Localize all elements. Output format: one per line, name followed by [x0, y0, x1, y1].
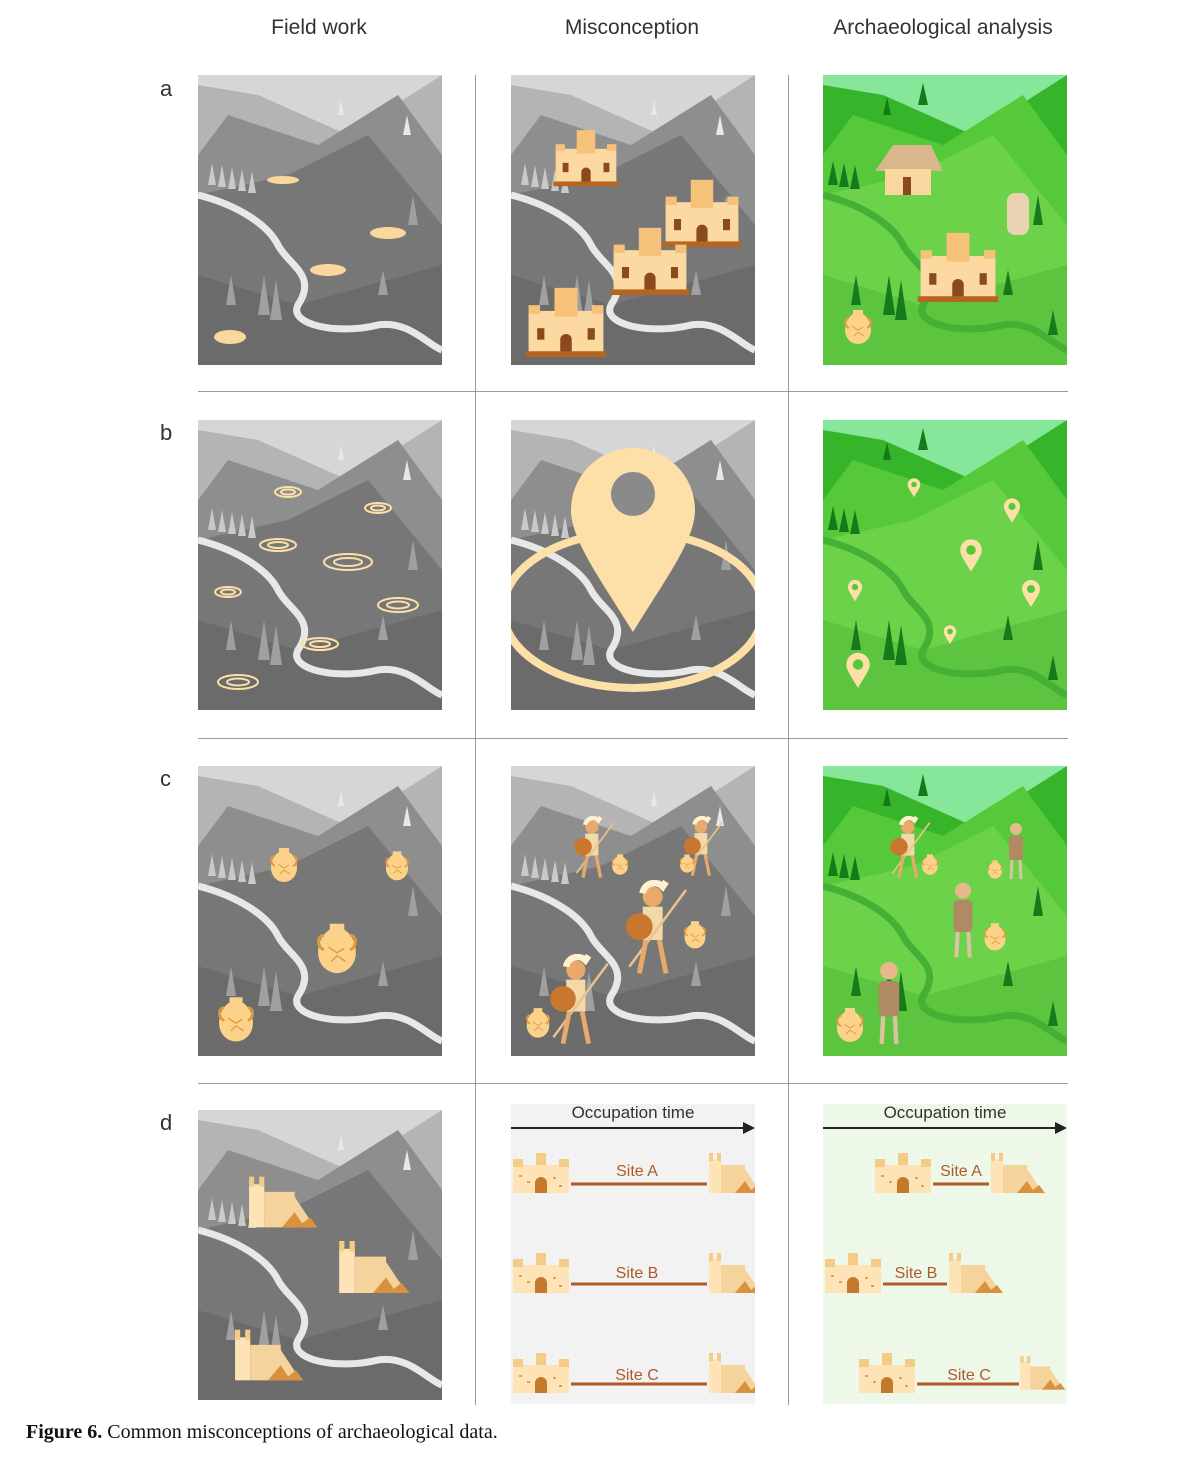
row-label-a: a	[160, 76, 173, 101]
ruin-icon	[709, 1153, 755, 1193]
arrowhead-icon	[1055, 1122, 1067, 1134]
arrowhead-icon	[743, 1122, 755, 1134]
panel-c-archaeological-analysis	[823, 766, 1067, 1056]
panel-a-archaeological-analysis	[823, 75, 1067, 365]
fort-icon	[513, 1153, 569, 1193]
panel-d-archaeological-analysis: Site A Site B Site C	[823, 1104, 1067, 1404]
column-header-field-work: Field work	[271, 16, 367, 39]
ruin-icon	[709, 1253, 755, 1293]
fort-icon	[875, 1153, 931, 1193]
column-header-misconception: Misconception	[564, 16, 700, 39]
stele-icon	[1007, 193, 1029, 235]
fort-icon	[825, 1253, 881, 1293]
site-a-label: Site A	[616, 1163, 658, 1180]
site-b-label: Site B	[616, 1265, 659, 1282]
ruin-icon	[709, 1353, 755, 1393]
ruin-icon	[991, 1153, 1045, 1193]
site-c-label: Site C	[615, 1367, 659, 1384]
row-divider	[198, 391, 1068, 392]
survey-ring-markers	[214, 486, 419, 690]
figure-caption-label: Figure 6.	[26, 1421, 103, 1443]
column-divider	[788, 75, 789, 1405]
fort-icon	[513, 1253, 569, 1293]
panel-c-field-work	[198, 766, 442, 1056]
ruin-icon	[1020, 1356, 1066, 1390]
panel-a-misconception	[511, 75, 755, 365]
panel-b-misconception	[511, 420, 755, 710]
figure-caption-text: Common misconceptions of archaeological …	[102, 1421, 498, 1443]
site-a-label: Site A	[940, 1163, 982, 1180]
panel-a-field-work	[198, 75, 442, 365]
panel-b-archaeological-analysis	[823, 420, 1067, 710]
site-b-label: Site B	[895, 1265, 938, 1282]
panel-d-misconception: Site A Site B Site C	[511, 1104, 755, 1404]
column-header-archaeological-analysis: Archaeological analysis	[833, 16, 1053, 39]
row-label-b: b	[160, 420, 173, 445]
timeline-title-analysis: Occupation time	[883, 1103, 1007, 1122]
ruin-icon	[949, 1253, 1003, 1293]
fort-icon	[859, 1353, 915, 1393]
panel-b-field-work	[198, 420, 442, 710]
figure-caption: Figure 6. Common misconceptions of archa…	[26, 1421, 498, 1444]
fort-icon	[513, 1353, 569, 1393]
panel-d-field-work	[198, 1110, 442, 1400]
artifact-scatter	[214, 176, 406, 344]
site-c-label: Site C	[947, 1367, 991, 1384]
panel-c-misconception	[511, 766, 755, 1056]
column-divider	[475, 75, 476, 1405]
timeline-title-misconception: Occupation time	[571, 1103, 695, 1122]
row-label-c: c	[160, 766, 171, 791]
row-divider	[198, 738, 1068, 739]
row-divider	[198, 1083, 1068, 1084]
row-label-d: d	[160, 1110, 173, 1135]
large-location-pin-icon	[571, 448, 695, 632]
hut-icon	[875, 145, 943, 195]
